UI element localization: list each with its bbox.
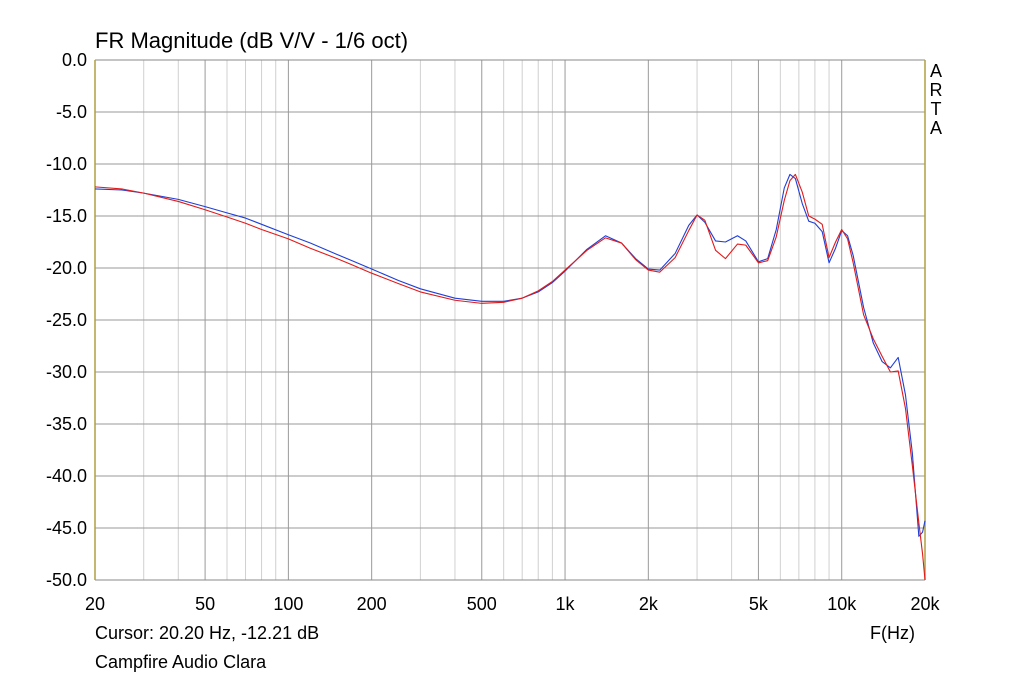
y-tick-label: -15.0 [46, 206, 87, 226]
x-tick-label: 2k [639, 594, 659, 614]
x-tick-label: 10k [827, 594, 857, 614]
series-line-1 [94, 173, 926, 537]
y-tick-label: -35.0 [46, 414, 87, 434]
y-tick-label: -45.0 [46, 518, 87, 538]
y-tick-label: -40.0 [46, 466, 87, 486]
x-tick-label: 20 [85, 594, 105, 614]
tick-labels: 0.0 -5.0 -10.0 -15.0 -20.0 -25.0 -30.0 -35.0 -40… [46, 50, 941, 614]
y-tick-label: 0.0 [62, 50, 87, 70]
x-axis-label: F(Hz) [870, 623, 915, 643]
x-tick-label: 500 [467, 594, 497, 614]
x-tick-label: 200 [357, 594, 387, 614]
x-tick-label: 5k [749, 594, 769, 614]
x-tick-label: 50 [195, 594, 215, 614]
y-tick-label: -25.0 [46, 310, 87, 330]
grid [94, 59, 926, 581]
y-tick-label: -10.0 [46, 154, 87, 174]
series-group [94, 173, 926, 581]
cursor-readout: Cursor: 20.20 Hz, -12.21 dB [95, 623, 320, 643]
x-tick-label: 1k [556, 594, 576, 614]
y-tick-label: -5.0 [56, 102, 87, 122]
y-tick-label: -50.0 [46, 570, 87, 590]
x-tick-label: 20k [910, 594, 940, 614]
side-label-arta: ARTA [929, 61, 943, 138]
series-line-2 [94, 173, 926, 581]
y-tick-label: -20.0 [46, 258, 87, 278]
y-tick-label: -30.0 [46, 362, 87, 382]
x-tick-label: 100 [273, 594, 303, 614]
chart-title: FR Magnitude (dB V/V - 1/6 oct) [95, 28, 409, 53]
axes [94, 59, 926, 581]
caption: Campfire Audio Clara [95, 652, 267, 672]
